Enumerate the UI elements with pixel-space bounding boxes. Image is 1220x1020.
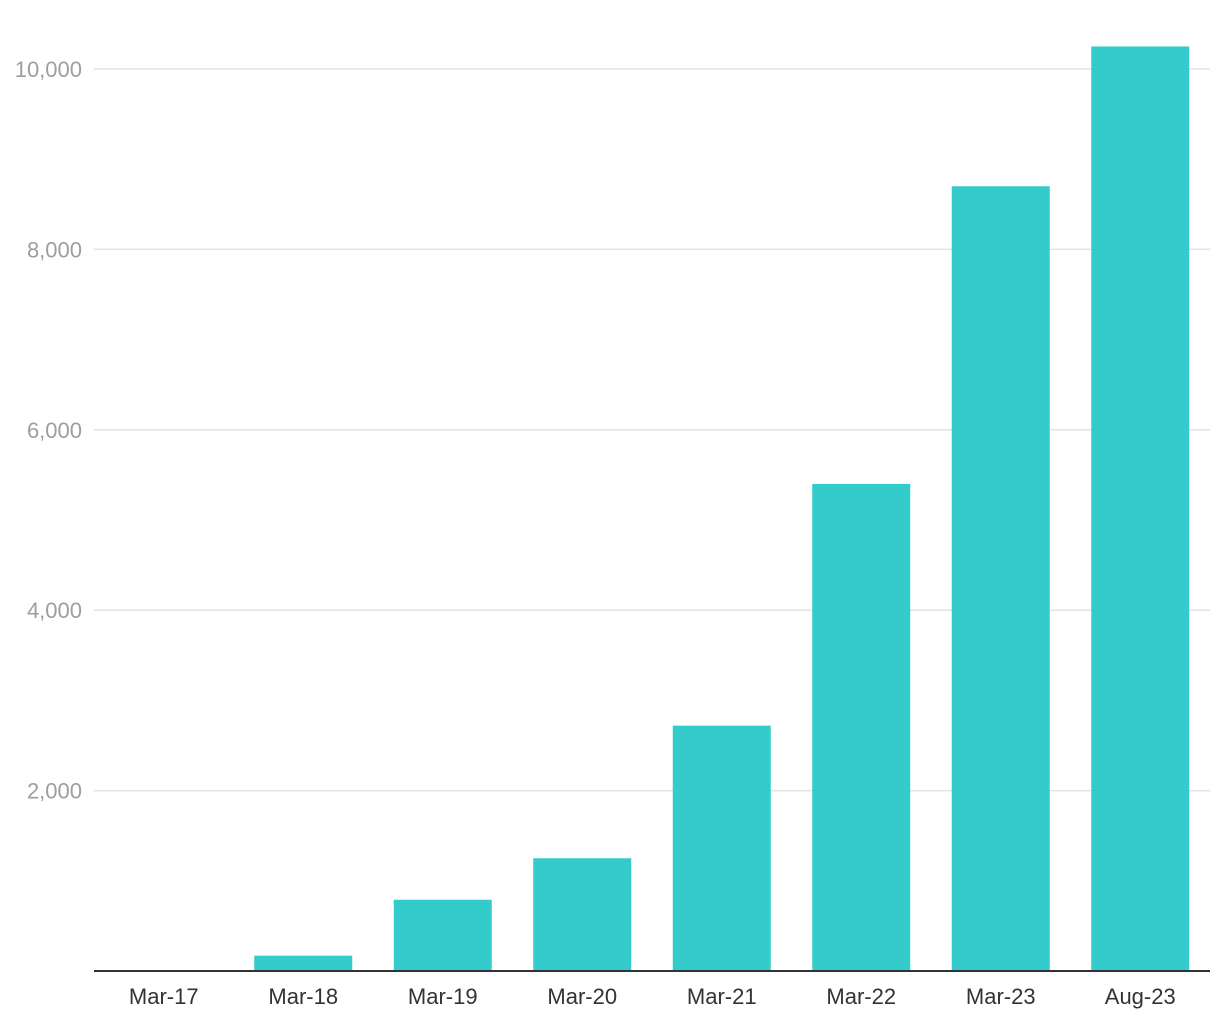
x-tick-label: Mar-20: [547, 984, 617, 1009]
x-tick-label: Aug-23: [1105, 984, 1176, 1009]
x-tick-label: Mar-17: [129, 984, 199, 1009]
x-tick-label: Mar-19: [408, 984, 478, 1009]
y-tick-label: 10,000: [15, 57, 82, 82]
x-tick-label: Mar-18: [268, 984, 338, 1009]
x-tick-label: Mar-21: [687, 984, 757, 1009]
bar-mar-22: [812, 483, 911, 971]
x-axis-tick-labels: Mar-17 Mar-18 Mar-19 Mar-20 Mar-21 Mar-22 Mar-…: [129, 984, 1176, 1009]
bar-mar-18: [254, 955, 353, 971]
y-tick-label: 6,000: [27, 418, 82, 443]
y-tick-label: 2,000: [27, 779, 82, 804]
y-axis-tick-labels: 2,000 4,000 6,000 8,000 10,000: [15, 57, 82, 804]
y-tick-label: 4,000: [27, 598, 82, 623]
bar-mar-23: [951, 186, 1050, 971]
x-tick-label: Mar-22: [826, 984, 896, 1009]
bar-mar-19: [393, 899, 492, 971]
bar-mar-20: [533, 858, 632, 971]
y-tick-label: 8,000: [27, 237, 82, 262]
x-tick-label: Mar-23: [966, 984, 1036, 1009]
bar-aug-23: [1091, 46, 1190, 971]
bars: [254, 46, 1190, 971]
bar-mar-21: [672, 725, 771, 971]
